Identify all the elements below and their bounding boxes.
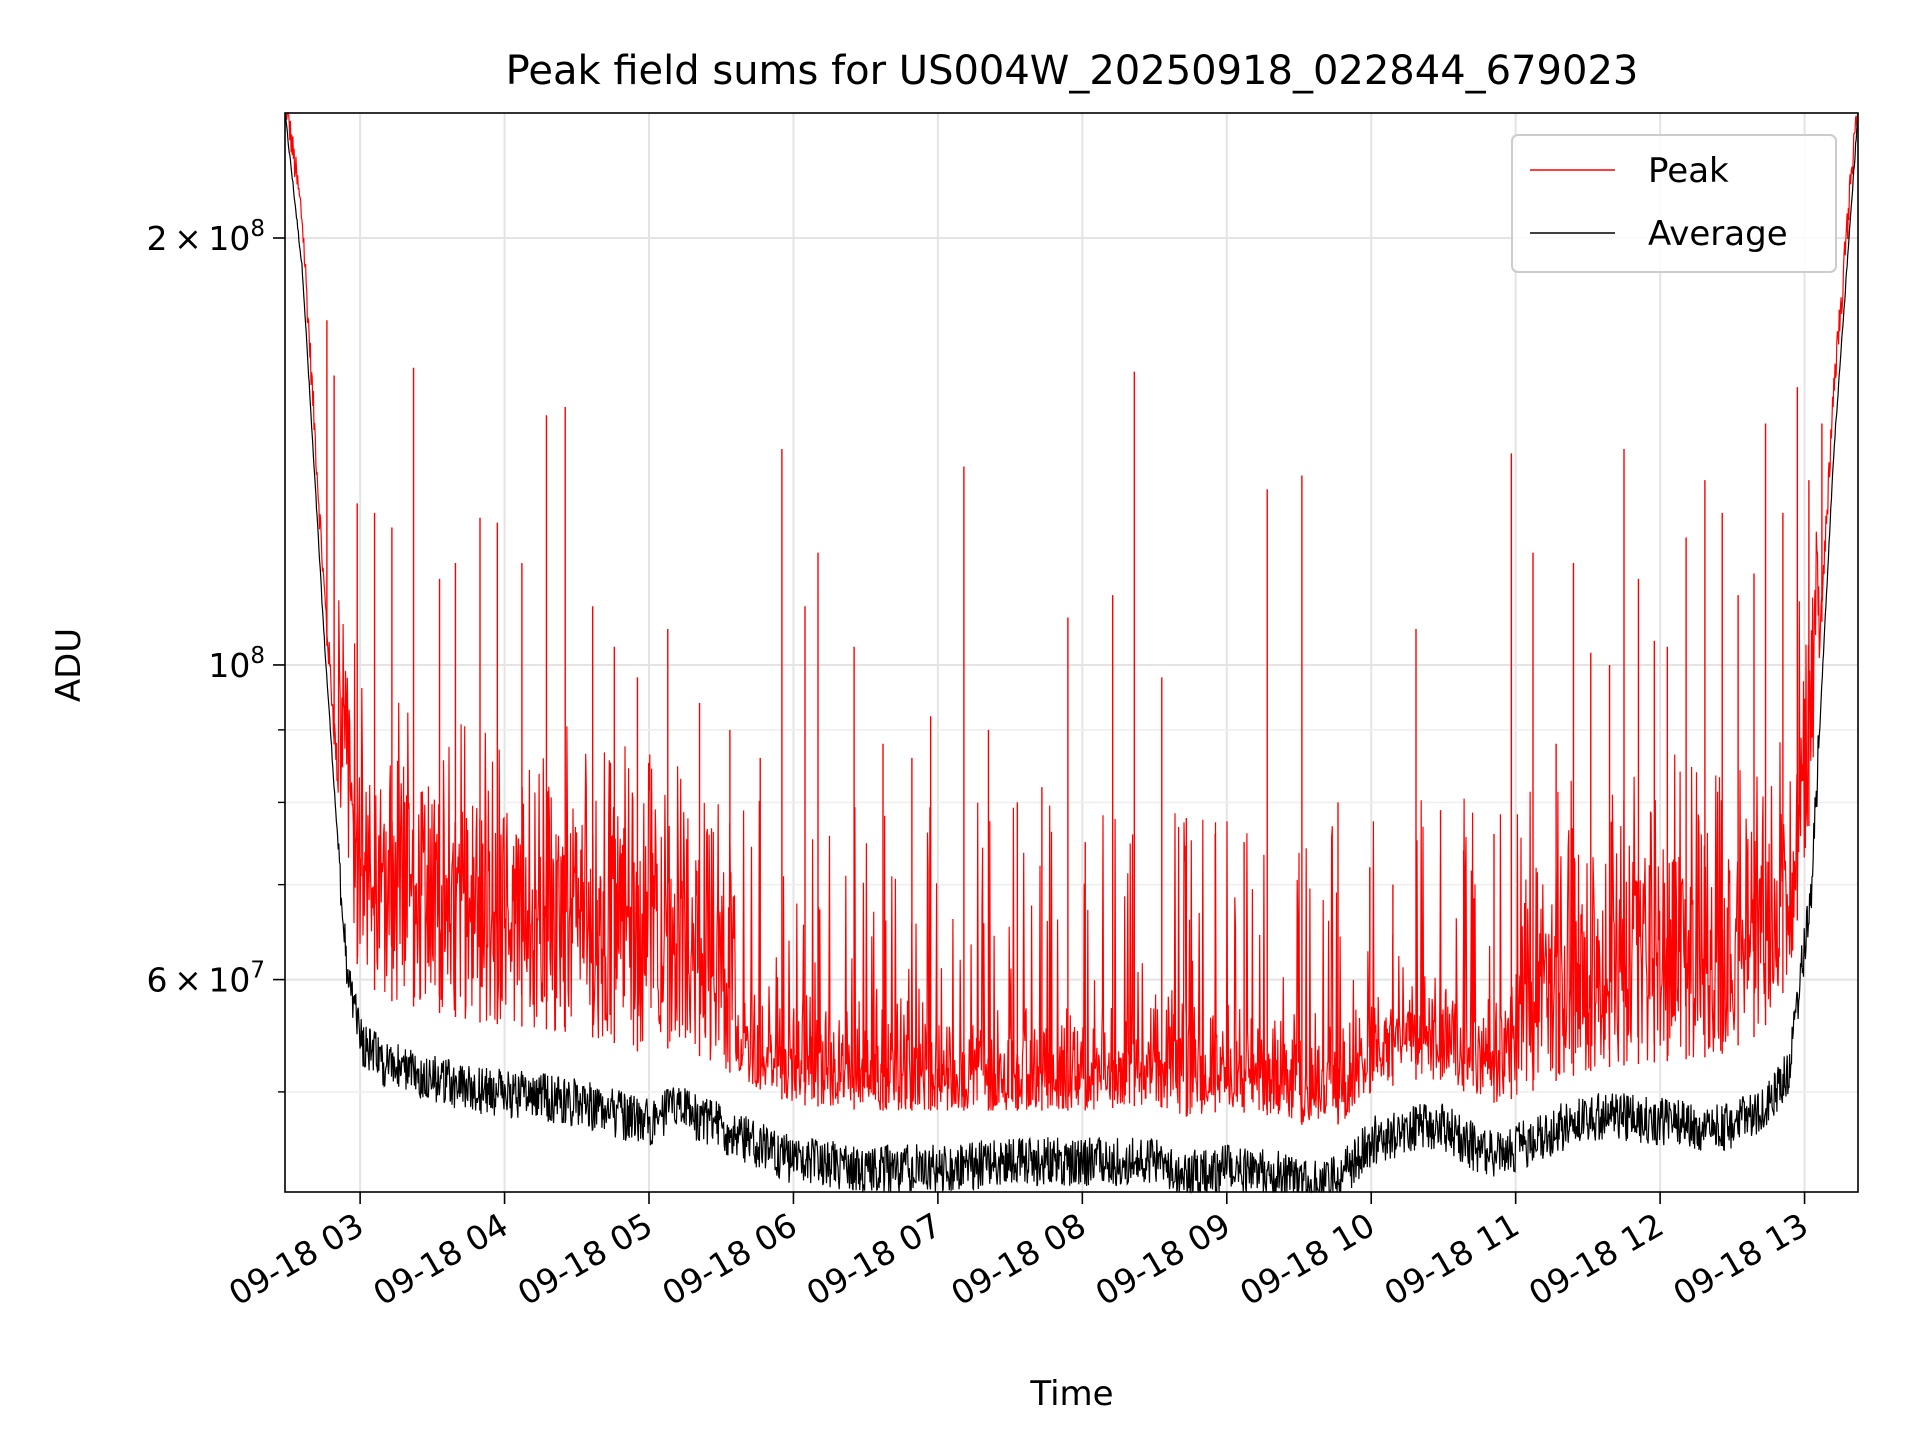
chart-title: Peak field sums for US004W_20250918_0228… [506,48,1639,94]
legend-label-peak: Peak [1648,151,1729,191]
y-axis-label: ADU [49,628,89,702]
x-axis-label: Time [1029,1374,1113,1414]
y-tick-label: 108 [208,643,265,685]
legend-label-average: Average [1648,214,1788,254]
series-lines [284,112,1859,1194]
plot-frame [284,112,1859,1193]
y-tick-label: 6 × 107 [147,958,265,1000]
y-tick-label: 2 × 108 [147,216,265,258]
legend: Peak Average [1511,134,1837,273]
series-line-average [284,112,1859,1194]
series-line-peak [285,112,1859,1124]
